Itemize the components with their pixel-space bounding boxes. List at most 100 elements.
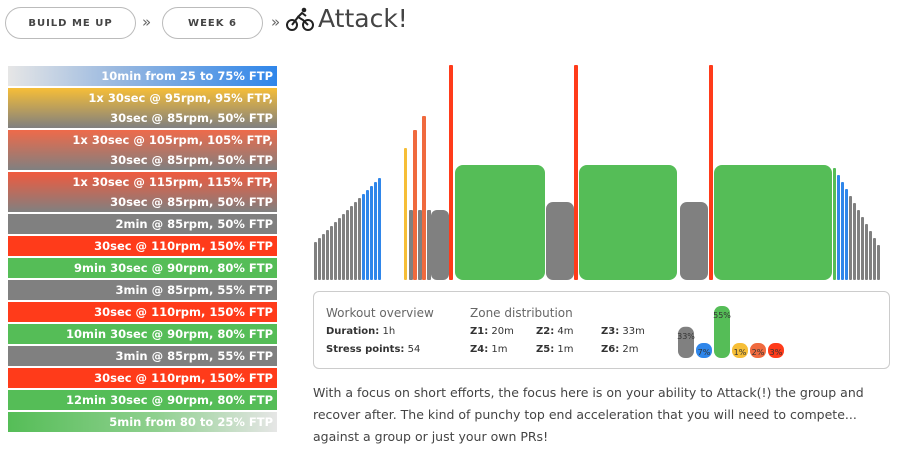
- overview-heading: Workout overview: [326, 306, 434, 320]
- breadcrumb-build-me-up[interactable]: BUILD ME UP: [5, 7, 136, 39]
- workout-step-text: 5min from 80 to 25% FTP: [109, 415, 273, 429]
- workout-step: 10min from 25 to 75% FTP: [8, 66, 277, 86]
- workout-interval-block: [431, 210, 449, 280]
- workout-step-text: 1x 30sec @ 115rpm, 115% FTP,: [72, 175, 273, 189]
- workout-interval-block: [318, 238, 321, 280]
- workout-step-text: 3min @ 85rpm, 55% FTP: [115, 283, 273, 297]
- workout-interval-block: [378, 178, 381, 280]
- workout-interval-block: [370, 186, 373, 280]
- workout-step-text: 3min @ 85rpm, 55% FTP: [115, 349, 273, 363]
- workout-interval-block: [413, 130, 417, 280]
- workout-interval-block: [837, 175, 840, 280]
- workout-step: 30sec @ 110rpm, 150% FTP: [8, 236, 277, 256]
- zone-bar: [768, 343, 784, 358]
- workout-step-text: 30sec @ 85rpm, 50% FTP: [110, 195, 273, 209]
- workout-step-text: 1x 30sec @ 105rpm, 105% FTP,: [72, 133, 273, 147]
- workout-step-text: 30sec @ 110rpm, 150% FTP: [94, 305, 273, 319]
- workout-profile-chart: [314, 65, 880, 280]
- workout-interval-block: [845, 189, 848, 280]
- workout-steps-list: 10min from 25 to 75% FTP 1x 30sec @ 95rpm…: [8, 66, 277, 434]
- workout-interval-block: [869, 231, 872, 280]
- zone-bar: [714, 306, 730, 358]
- workout-interval-block: [427, 210, 431, 280]
- workout-interval-block: [680, 202, 708, 280]
- workout-step: 3min @ 85rpm, 55% FTP: [8, 346, 277, 366]
- workout-step-text: 1x 30sec @ 95rpm, 95% FTP,: [88, 91, 273, 105]
- workout-interval-block: [833, 168, 836, 280]
- workout-step-text: 30sec @ 85rpm, 50% FTP: [110, 153, 273, 167]
- zone-bar: [732, 343, 748, 358]
- zone-bar-label: 33%: [677, 332, 695, 341]
- workout-step-text: 30sec @ 110rpm, 150% FTP: [94, 239, 273, 253]
- workout-interval-block: [366, 190, 369, 280]
- zone-bar-label: 3%: [770, 348, 783, 357]
- workout-step: 1x 30sec @ 115rpm, 115% FTP, 30sec @ 85rp…: [8, 172, 277, 212]
- workout-interval-block: [422, 116, 426, 280]
- workout-interval-block: [358, 198, 361, 280]
- workout-interval-block: [334, 222, 337, 280]
- bicycle-icon: [286, 7, 314, 31]
- workout-description: With a focus on short efforts, the focus…: [313, 385, 864, 444]
- zone-bar: [750, 343, 766, 358]
- zone-item: Z1: 20m: [470, 326, 514, 337]
- workout-step: 1x 30sec @ 95rpm, 95% FTP, 30sec @ 85rpm,…: [8, 88, 277, 128]
- stress-label: Stress points:: [326, 344, 405, 355]
- zone-heading: Zone distribution: [470, 306, 573, 320]
- workout-interval-block: [354, 202, 357, 280]
- workout-overview-panel: Workout overview Duration: 1h Stress poi…: [313, 291, 890, 369]
- zone-bar-label: 7%: [698, 348, 711, 357]
- workout-interval-block: [418, 210, 422, 280]
- workout-step-text: 2min @ 85rpm, 50% FTP: [115, 217, 273, 231]
- workout-step: 9min 30sec @ 90rpm, 80% FTP: [8, 258, 277, 278]
- breadcrumb-separator-icon: »: [142, 13, 152, 31]
- workout-interval-block: [579, 165, 677, 280]
- workout-interval-block: [374, 182, 377, 280]
- workout-interval-block: [409, 210, 413, 280]
- workout-interval-block: [857, 210, 860, 280]
- breadcrumb-week-6[interactable]: WEEK 6: [162, 7, 263, 39]
- workout-step: 2min @ 85rpm, 50% FTP: [8, 214, 277, 234]
- zone-item: Z3: 33m: [601, 326, 645, 337]
- workout-interval-block: [338, 218, 341, 280]
- duration-row: Duration: 1h: [326, 326, 395, 337]
- workout-step-text: 12min 30sec @ 90rpm, 80% FTP: [65, 393, 273, 407]
- workout-step: 10min 30sec @ 90rpm, 80% FTP: [8, 324, 277, 344]
- zone-bar-label: 1%: [734, 348, 747, 357]
- workout-step-text: 10min 30sec @ 90rpm, 80% FTP: [65, 327, 273, 341]
- workout-interval-block: [574, 65, 578, 280]
- workout-interval-block: [322, 234, 325, 280]
- workout-interval-block: [330, 226, 333, 280]
- duration-label: Duration:: [326, 326, 380, 337]
- workout-interval-block: [865, 224, 868, 280]
- workout-interval-block: [709, 65, 713, 280]
- zone-item: Z6: 2m: [601, 344, 639, 355]
- workout-step-text: 9min 30sec @ 90rpm, 80% FTP: [73, 261, 273, 275]
- workout-interval-block: [455, 165, 545, 280]
- workout-interval-block: [853, 203, 856, 280]
- workout-interval-block: [342, 214, 345, 280]
- page-title: Attack!: [286, 4, 408, 33]
- workout-interval-block: [346, 210, 349, 280]
- workout-step: 5min from 80 to 25% FTP: [8, 412, 277, 432]
- duration-value: 1h: [382, 326, 396, 337]
- zone-item: Z4: 1m: [470, 344, 508, 355]
- zone-item: Z2: 4m: [536, 326, 574, 337]
- workout-step: 30sec @ 110rpm, 150% FTP: [8, 302, 277, 322]
- workout-interval-block: [314, 242, 317, 280]
- workout-interval-block: [404, 148, 407, 280]
- workout-interval-block: [849, 196, 852, 280]
- workout-interval-block: [449, 65, 453, 280]
- stress-value: 54: [407, 344, 421, 355]
- workout-title: Attack!: [318, 4, 408, 33]
- workout-step-text: 30sec @ 110rpm, 150% FTP: [94, 371, 273, 385]
- workout-interval-block: [546, 202, 574, 280]
- zone-bar-label: 2%: [752, 348, 765, 357]
- zone-distribution-bars: 33%7% 55% 1% 2% 3%: [677, 306, 784, 358]
- workout-interval-block: [841, 182, 844, 280]
- workout-interval-block: [326, 230, 329, 280]
- workout-step: 12min 30sec @ 90rpm, 80% FTP: [8, 390, 277, 410]
- zone-bar-label: 55%: [713, 311, 731, 320]
- workout-step: 30sec @ 110rpm, 150% FTP: [8, 368, 277, 388]
- workout-interval-block: [877, 245, 880, 280]
- workout-interval-block: [714, 165, 832, 280]
